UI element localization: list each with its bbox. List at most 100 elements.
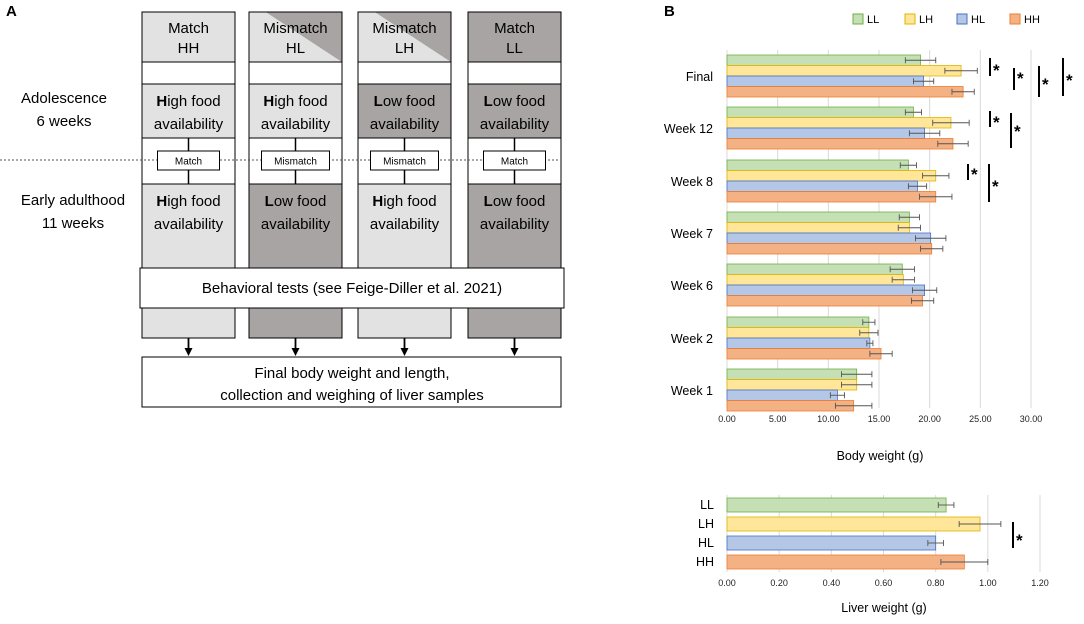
adolescence-box xyxy=(248,83,343,139)
significance-star: * xyxy=(1042,75,1049,94)
adolescence-food-line1: Low food xyxy=(484,93,546,110)
final-measurements-line2: collection and weighing of liver samples xyxy=(220,387,483,404)
adulthood-food-line1: High food xyxy=(156,193,220,210)
bridge-label-overlay: Match xyxy=(175,157,202,168)
y-category-label: Final xyxy=(686,70,713,84)
panel-a-diagram: Match HH High food availability Match High fo… xyxy=(0,11,565,408)
header-diagonal-shade xyxy=(249,12,342,62)
adulthood-food-line2: availability xyxy=(480,216,550,233)
y-category-label: HH xyxy=(696,555,714,569)
panel-b-letter: B xyxy=(664,3,675,20)
significance-star: * xyxy=(1016,531,1023,550)
body-weight-chart: 0.00 5.00 10.00 15.00 20.00 25.00 30.00 Final We… xyxy=(664,50,1073,463)
bar-lh xyxy=(726,65,962,77)
adulthood-food-line2: availability xyxy=(154,216,224,233)
legend-label-lh: LH xyxy=(919,14,933,26)
behavioral-tests-box xyxy=(139,267,565,309)
bar-ll xyxy=(726,497,947,513)
bar-hh xyxy=(726,191,937,203)
final-measurements-box xyxy=(141,356,562,408)
x-tick-label: 10.00 xyxy=(817,414,840,424)
bar-hh xyxy=(726,243,933,255)
phase-adolescence-label: Adolescence xyxy=(21,90,107,107)
arrow-head xyxy=(400,348,409,356)
header-box xyxy=(467,11,562,63)
column-label-2: HH xyxy=(178,40,200,57)
y-category-label: Week 8 xyxy=(671,175,713,189)
bar-ll xyxy=(726,159,909,171)
significance-star: * xyxy=(1017,69,1024,88)
x-tick-label: 20.00 xyxy=(918,414,941,424)
y-category-label: LH xyxy=(698,517,714,531)
header-diagonal-shade xyxy=(358,12,451,62)
post-test-box xyxy=(467,307,562,339)
post-test-box xyxy=(248,307,343,339)
bar-lh xyxy=(726,117,952,129)
bar-hh xyxy=(726,86,964,98)
column-label-2: HL xyxy=(286,40,305,57)
adolescence-food-line2: availability xyxy=(370,116,440,133)
adolescence-box xyxy=(467,83,562,139)
bar-hh xyxy=(726,348,882,360)
bar-lh xyxy=(726,516,981,532)
bar-hl xyxy=(726,75,924,87)
bar-hh xyxy=(726,400,855,412)
adolescence-food-line2: availability xyxy=(261,116,331,133)
column-label-2: LH xyxy=(395,40,414,57)
bar-ll xyxy=(726,263,903,275)
significance-star: * xyxy=(992,177,999,196)
adulthood-box xyxy=(467,183,562,269)
y-category-label: HL xyxy=(698,536,714,550)
bar-hl xyxy=(726,232,932,244)
significance-star: * xyxy=(1014,122,1021,141)
bar-lh xyxy=(726,274,904,286)
column-label-1: Mismatch xyxy=(372,20,436,37)
bar-ll xyxy=(726,368,858,380)
adolescence-food-line1: High food xyxy=(156,93,220,110)
x-tick-label: 0.00 xyxy=(718,414,736,424)
adolescence-food-line1: Low food xyxy=(374,93,436,110)
adulthood-food-line2: availability xyxy=(261,216,331,233)
significance-star: * xyxy=(971,165,978,184)
header-outline xyxy=(357,11,452,63)
bar-hl xyxy=(726,535,937,551)
x-tick-label: 30.00 xyxy=(1020,414,1043,424)
bar-hl xyxy=(726,180,918,192)
bar-ll xyxy=(726,316,870,328)
bar-lh xyxy=(726,222,910,234)
legend-swatch-lh xyxy=(904,13,916,25)
bar-hl xyxy=(726,389,838,401)
adulthood-box xyxy=(248,183,343,269)
legend-label-hl: HL xyxy=(971,14,985,26)
x-tick-label: 25.00 xyxy=(969,414,992,424)
legend-swatch-hh xyxy=(1009,13,1021,25)
bar-hh xyxy=(726,138,954,150)
adulthood-box xyxy=(141,183,236,269)
legend-swatch-ll xyxy=(852,13,864,25)
bar-hl xyxy=(726,127,926,139)
adulthood-food-line1: Low food xyxy=(265,193,327,210)
column-label-1: Match xyxy=(494,20,535,37)
arrow-head xyxy=(291,348,300,356)
panel-a-letter: A xyxy=(6,3,17,20)
bar-lh xyxy=(726,170,937,182)
phase-adulthood-duration: 11 weeks xyxy=(42,215,104,232)
bridge-box-overlay xyxy=(483,150,546,171)
legend-label-hh: HH xyxy=(1024,14,1040,26)
bar-lh xyxy=(726,379,858,391)
post-test-box xyxy=(141,307,236,339)
significance-star: * xyxy=(993,113,1000,132)
x-axis-title: Liver weight (g) xyxy=(841,601,926,615)
legend-label-ll: LL xyxy=(867,14,879,26)
significance-star: * xyxy=(993,61,1000,80)
legend-swatch-hl xyxy=(956,13,968,25)
bar-hl xyxy=(726,284,926,296)
adulthood-box xyxy=(357,183,452,269)
post-test-box xyxy=(357,307,452,339)
bridge-label-overlay: Match xyxy=(501,157,528,168)
bar-hl xyxy=(726,337,871,349)
x-tick-label: 0.60 xyxy=(875,578,893,588)
column-label-1: Match xyxy=(168,20,209,37)
x-tick-label: 0.20 xyxy=(770,578,788,588)
